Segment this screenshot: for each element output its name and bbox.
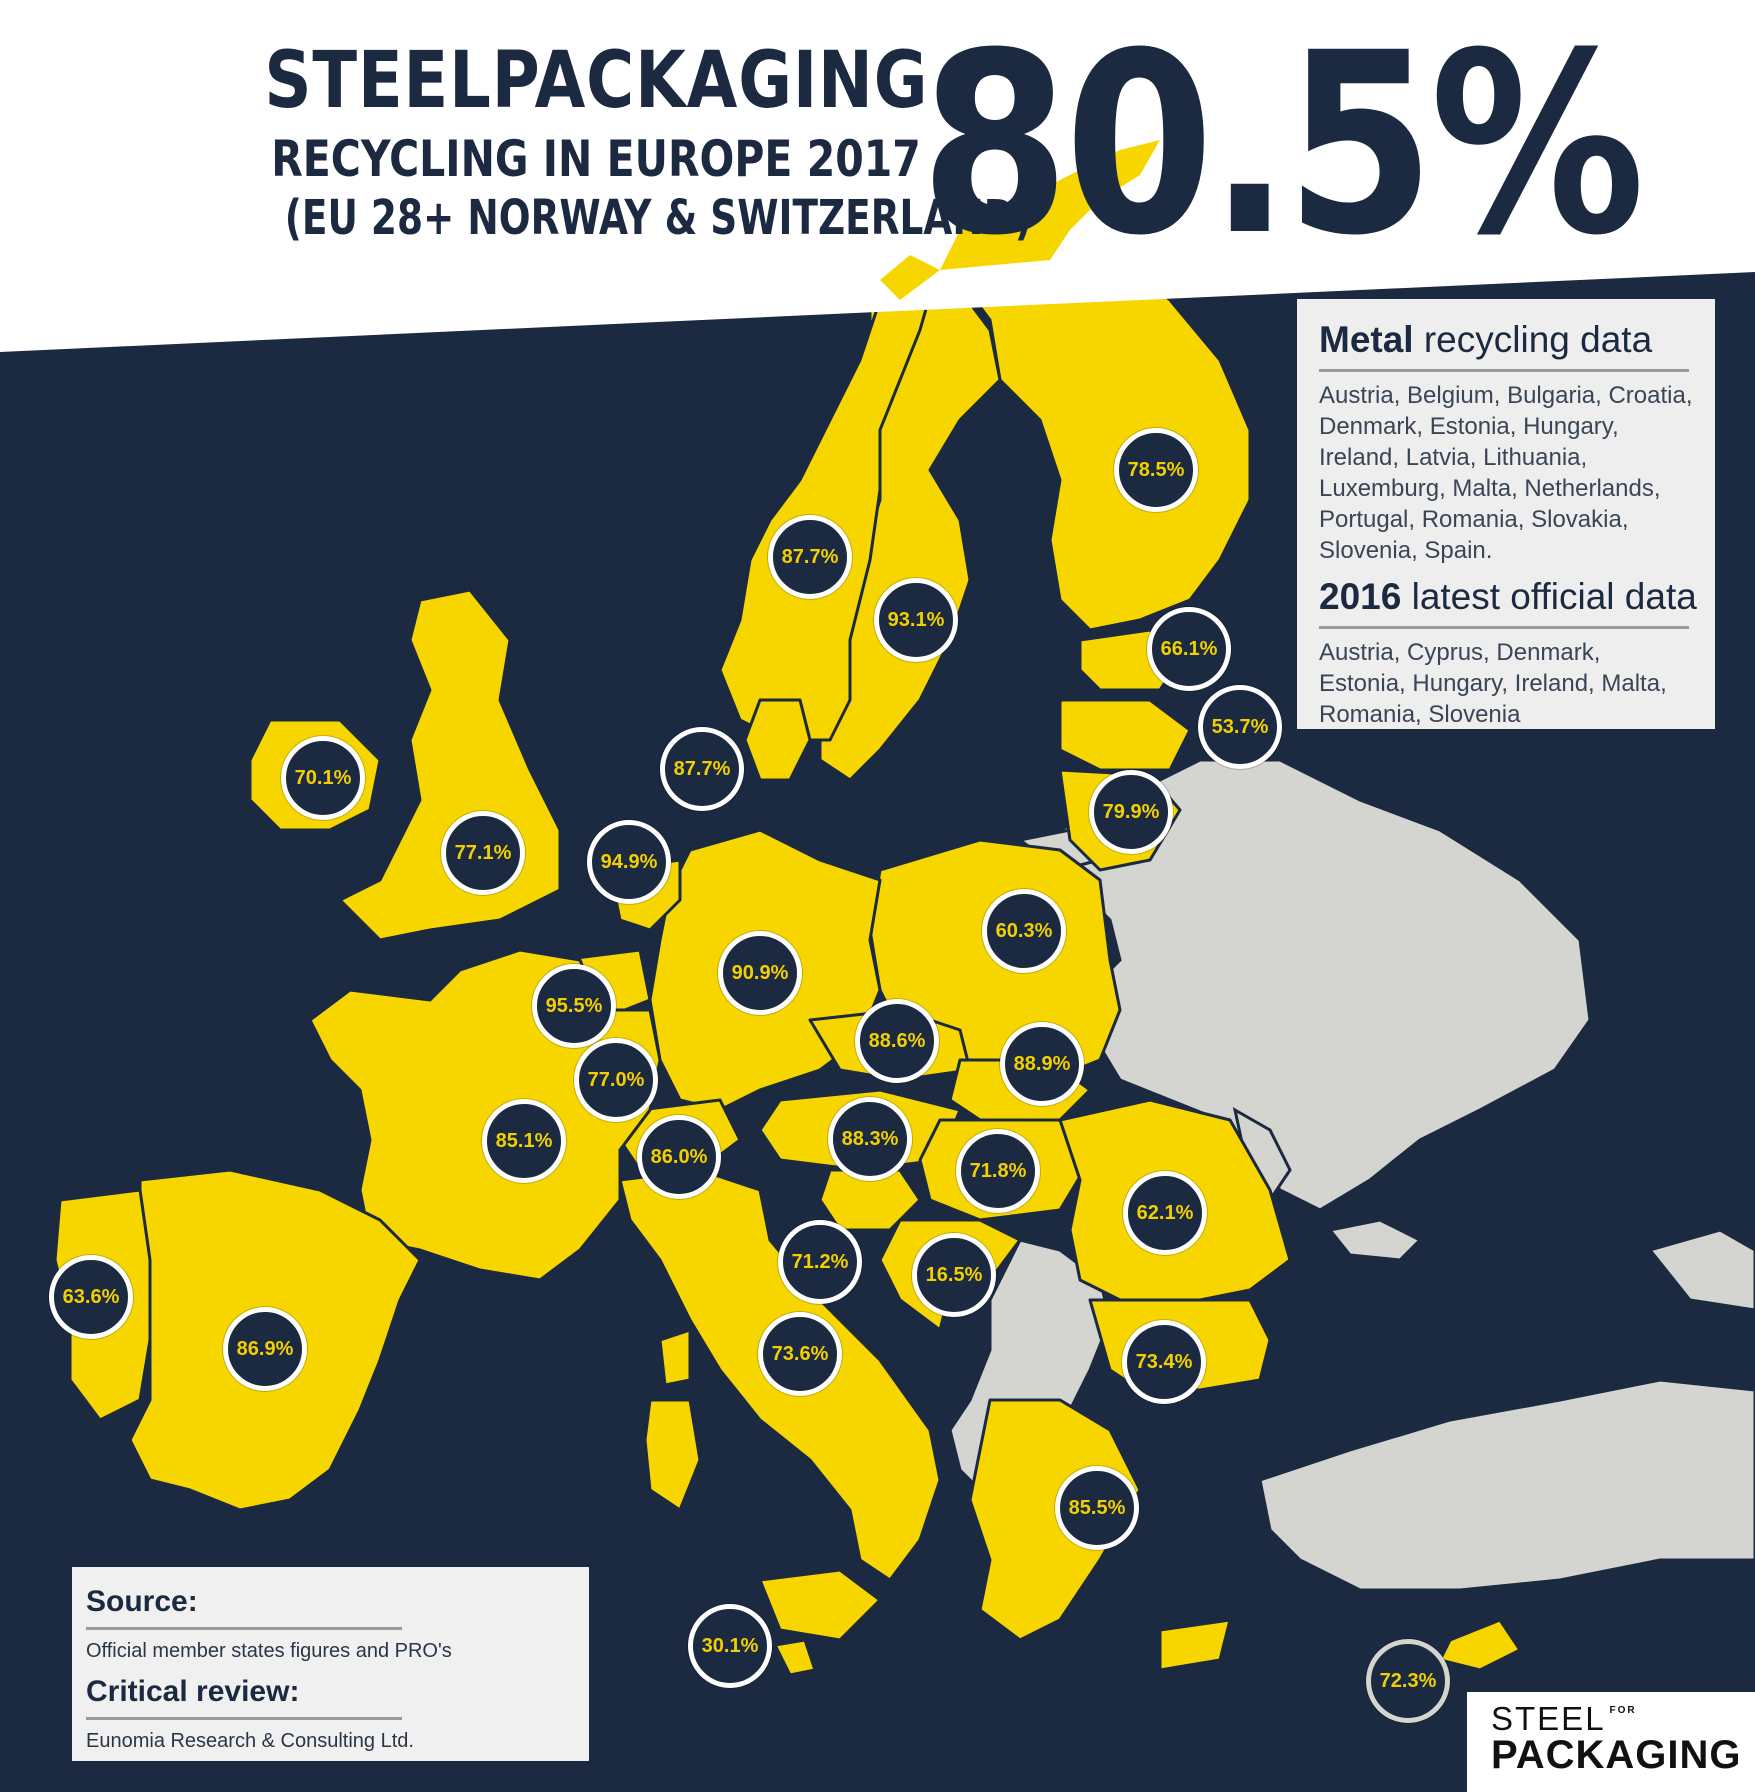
badge-cyprus: 72.3% [1366,1639,1450,1723]
logo-word-for: FOR [1609,1705,1637,1716]
badge-france: 85.1% [482,1099,566,1183]
corsica [658,1328,692,1387]
title-line-3: (EU 28+ NORWAY & SWITZERLAND) [284,190,1032,246]
badge-hungary: 71.8% [956,1129,1040,1213]
badge-slovenia: 71.2% [778,1220,862,1304]
badge-finland: 78.5% [1114,428,1198,512]
metal-heading: Metal recycling data [1319,319,1689,372]
logo-word-steel: STEEL [1491,1700,1606,1737]
badge-greece: 85.5% [1055,1466,1139,1550]
metal-heading-bold: Metal [1319,319,1414,360]
badge-norway: 87.7% [768,515,852,599]
info-panel: Metal recycling data Austria, Belgium, B… [1297,299,1715,729]
year-heading-rest: latest official data [1401,576,1697,617]
sicily [758,1568,882,1642]
review-text: Eunomia Research & Consulting Ltd. [86,1730,414,1752]
metal-heading-rest: recycling data [1413,319,1653,360]
badge-netherlands: 94.9% [587,820,671,904]
logo-line-1: STEEL FOR [1491,1702,1731,1735]
headline-rate: 80.5% [920,0,1645,290]
caucasus [1647,1228,1755,1312]
included-countries [53,248,1522,1677]
slovenia [818,1168,922,1232]
sardinia [643,1398,702,1512]
latvia [1058,698,1192,772]
badge-poland: 60.3% [982,889,1066,973]
logo-word-packaging: PACKAGING [1491,1733,1742,1777]
badge-sweden: 93.1% [874,578,958,662]
title: STEELPACKAGING RECYCLING IN EUROPE 2017 … [210,36,1032,246]
badge-bulgaria: 73.4% [1122,1320,1206,1404]
badge-malta: 30.1% [688,1604,772,1688]
crete [1158,1618,1232,1672]
steel-for-packaging-logo: STEEL FOR PACKAGING [1467,1692,1755,1792]
badge-united-kingdom: 77.1% [441,811,525,895]
header-band [0,0,1755,352]
norway-coast [880,255,940,300]
badge-estonia: 66.1% [1147,607,1231,691]
badge-portugal: 63.6% [49,1255,133,1339]
crimea [1327,1218,1423,1262]
badge-latvia: 53.7% [1198,685,1282,769]
badge-romania: 62.1% [1123,1171,1207,1255]
badge-lithuania: 79.9% [1089,770,1173,854]
malta [773,1638,817,1677]
badge-slovakia: 88.9% [1000,1022,1084,1106]
year-heading: 2016 latest official data [1319,576,1697,629]
title-line-1: STEELPACKAGING [264,36,929,126]
turkey [1258,1378,1755,1592]
badge-czechia: 88.6% [855,999,939,1083]
non-included-countries [948,758,1755,1592]
source-box: Source: Official member states figures a… [72,1567,589,1761]
badge-austria: 88.3% [828,1097,912,1181]
source-heading: Source: [86,1585,402,1630]
badge-denmark: 87.7% [660,727,744,811]
badge-belgium: 95.5% [532,964,616,1048]
scandinavia-north [940,140,1160,270]
badge-spain: 86.9% [223,1307,307,1391]
source-text: Official member states figures and PRO's [86,1640,452,1662]
denmark [743,698,812,782]
title-line-2: RECYCLING IN EUROPE 2017 [271,130,921,188]
year-heading-bold: 2016 [1319,576,1402,617]
metal-country-list: Austria, Belgium, Bulgaria, Croatia, Den… [1319,382,1693,564]
badge-luxembourg: 77.0% [574,1038,658,1122]
badge-germany: 90.9% [718,931,802,1015]
greece [968,1398,1142,1642]
review-heading: Critical review: [86,1675,402,1720]
badge-italy: 73.6% [758,1312,842,1396]
badge-croatia: 16.5% [912,1233,996,1317]
badge-switzerland: 86.0% [637,1115,721,1199]
year-country-list: Austria, Cyprus, Denmark, Estonia, Hunga… [1319,639,1667,728]
badge-ireland: 70.1% [281,736,365,820]
